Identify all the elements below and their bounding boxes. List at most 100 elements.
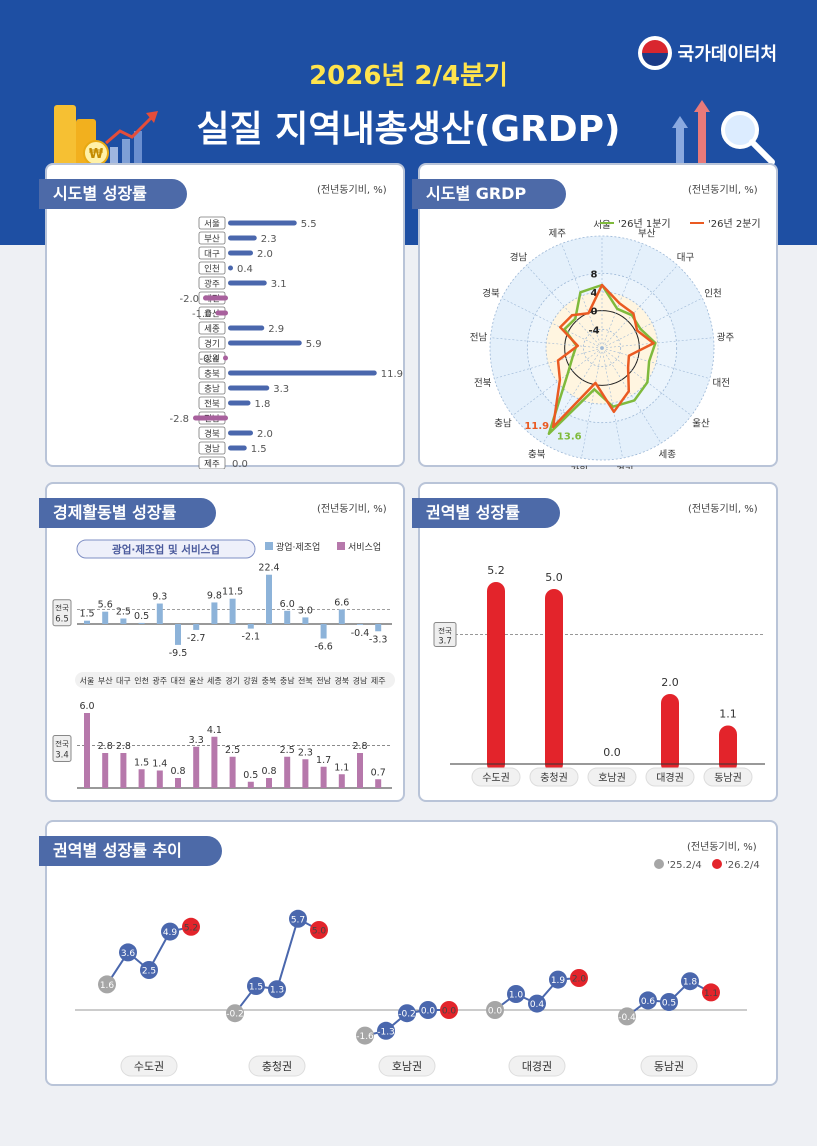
unit-label: (전년동기비, %) <box>688 185 758 196</box>
radar-spoke <box>526 265 603 349</box>
manufacturing-bar <box>84 620 90 624</box>
radar-axis-label: 인천 <box>704 289 721 300</box>
radar-annotation: 11.9 <box>524 421 549 432</box>
zone-growth-panel: 권역별 성장률 (전년동기비, %) 전국 3.7 5.2 수도권 5.0 충청권 0.0 호… <box>412 482 778 802</box>
zone-bar <box>545 589 563 773</box>
magnifier-arrows-icon <box>672 100 775 166</box>
value-label: 5.6 <box>98 600 113 611</box>
region-bar <box>228 220 297 226</box>
trend-point <box>247 977 265 995</box>
coins-chart-icon: ₩ <box>54 105 158 167</box>
value-label: 0.0 <box>603 746 621 759</box>
zone-label-pill <box>640 1055 698 1077</box>
radar-ring <box>489 235 715 461</box>
value-label: 5.5 <box>301 219 317 230</box>
zone-trend-panel: 권역별 성장률 추이 (전년동기비, %) '25.2/4 '26.2/4 1.6 3… <box>39 820 778 1086</box>
legend-label: '26.2/4 <box>725 860 760 871</box>
radar-spoke <box>601 347 623 459</box>
value-label: 3.3 <box>273 384 289 395</box>
radar-axis-label: 세종 <box>659 449 677 460</box>
radar-series <box>551 283 655 429</box>
trend-point <box>161 922 179 941</box>
value-label: 3.1 <box>271 279 287 290</box>
value-label: 2.8 <box>116 741 131 752</box>
trend-point <box>660 993 678 1011</box>
region-label: 충남 <box>204 385 220 395</box>
value-label: 0.5 <box>134 611 149 622</box>
trend-value-label: 0.0 <box>442 1007 457 1017</box>
zone-label-pill <box>508 1055 566 1077</box>
region-label: 제주 <box>204 460 220 470</box>
category-row <box>75 672 395 688</box>
region-label-box <box>198 441 226 455</box>
page-subtitle: 2026년 2/4분기 <box>309 61 508 91</box>
manufacturing-bar <box>138 622 145 624</box>
value-label: -2.0 <box>179 294 199 305</box>
value-label: -2.1 <box>242 632 261 643</box>
value-label: 5.0 <box>545 571 563 584</box>
trend-value-label: 5.0 <box>312 927 327 937</box>
national-value: 3.4 <box>55 751 69 761</box>
value-label: 2.0 <box>257 429 273 440</box>
radar-axis-label: 제주 <box>548 228 566 239</box>
category-label: 경기 <box>225 676 240 686</box>
svg-text:₩: ₩ <box>89 147 104 162</box>
category-label: 제주 <box>371 677 386 686</box>
region-bar <box>228 370 377 376</box>
legend-label: '25.2/4 <box>667 860 702 871</box>
value-label: 2.3 <box>298 747 313 758</box>
subtitle-pill <box>76 539 256 559</box>
services-bar <box>302 759 309 788</box>
value-label: 2.8 <box>352 741 367 752</box>
value-label: 0.5 <box>243 770 258 781</box>
legend-label: '26년 2분기 <box>708 218 761 230</box>
value-label: -2.8 <box>169 414 189 425</box>
trend-point <box>398 1004 416 1023</box>
region-bar <box>228 445 247 451</box>
radar-ring-label: 4 <box>591 288 598 299</box>
category-label: 경북 <box>334 676 349 686</box>
trend-value-label: 1.6 <box>100 981 115 991</box>
region-label: 경기 <box>204 339 220 350</box>
value-label: -0.4 <box>199 354 219 365</box>
trend-point <box>639 991 657 1010</box>
radar-spoke <box>490 337 603 349</box>
region-label: 인천 <box>204 264 220 275</box>
radar-axis-label: 울산 <box>692 419 710 430</box>
trend-point <box>419 1001 437 1019</box>
trend-value-label: 3.6 <box>121 949 136 959</box>
services-bar <box>338 774 345 788</box>
category-label: 충북 <box>262 677 277 686</box>
trend-value-label: 1.8 <box>683 978 698 988</box>
radar-spoke <box>601 347 662 444</box>
zone-label-pill <box>471 767 521 787</box>
zone-label-pill <box>587 767 637 787</box>
trend-value-label: -0.4 <box>618 1013 636 1023</box>
value-label: -6.6 <box>314 642 333 653</box>
national-label: 전국 <box>438 626 452 636</box>
panel-title: 권역별 성장률 추이 <box>39 836 222 866</box>
region-label-box <box>198 456 226 469</box>
value-label: 0.7 <box>371 767 386 778</box>
value-label: -9.5 <box>169 648 188 659</box>
radar-ring <box>526 272 678 424</box>
value-label: 6.0 <box>79 701 94 712</box>
region-growth-panel: 시도별 성장률 (전년동기비, %) 서울 5.5 부산 2.3 대구 2.0 인천 0.4 광… <box>39 163 405 470</box>
trend-value-label: 1.1 <box>704 989 718 999</box>
radar-axis-label: 부산 <box>638 228 656 239</box>
region-bar <box>215 310 228 316</box>
radar-axis-label: 서울 <box>593 220 611 231</box>
value-label: 2.0 <box>257 249 273 260</box>
zone-label: 동남권 <box>654 1060 684 1073</box>
category-label: 서울 <box>80 677 95 686</box>
services-bar <box>320 766 327 788</box>
radar-axis-label: 대구 <box>677 252 695 263</box>
radar-annotation: 13.6 <box>557 432 582 443</box>
region-label-box <box>198 246 226 260</box>
zone-label-pill <box>529 767 579 787</box>
region-label: 경남 <box>204 444 220 455</box>
trend-point <box>140 961 158 979</box>
trend-value-label: 0.0 <box>488 1007 503 1017</box>
trend-point <box>289 909 307 928</box>
